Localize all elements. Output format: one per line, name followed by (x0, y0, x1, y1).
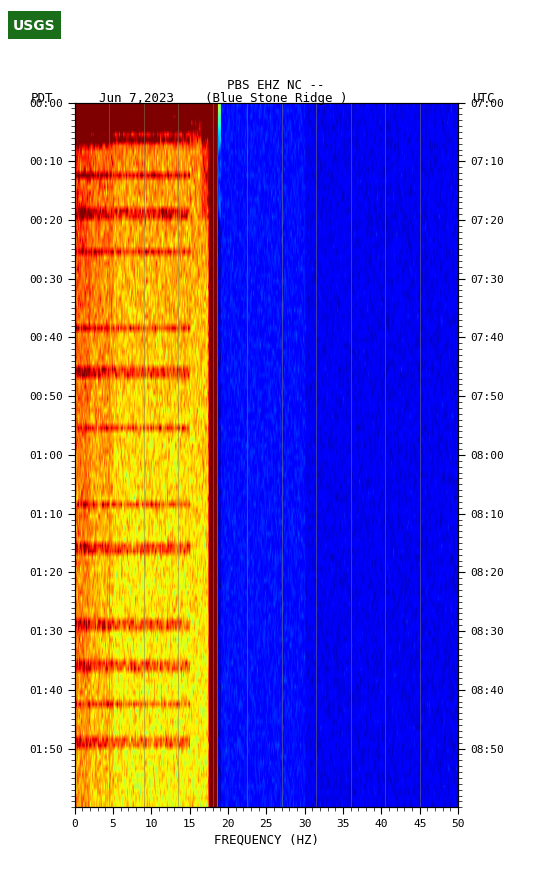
Text: Jun 7,2023: Jun 7,2023 (99, 92, 174, 104)
Text: PBS EHZ NC --: PBS EHZ NC -- (227, 79, 325, 92)
X-axis label: FREQUENCY (HZ): FREQUENCY (HZ) (214, 833, 319, 847)
Text: (Blue Stone Ridge ): (Blue Stone Ridge ) (205, 92, 347, 104)
Text: PDT: PDT (30, 92, 53, 104)
Text: USGS: USGS (13, 20, 56, 33)
Text: UTC: UTC (472, 92, 495, 104)
